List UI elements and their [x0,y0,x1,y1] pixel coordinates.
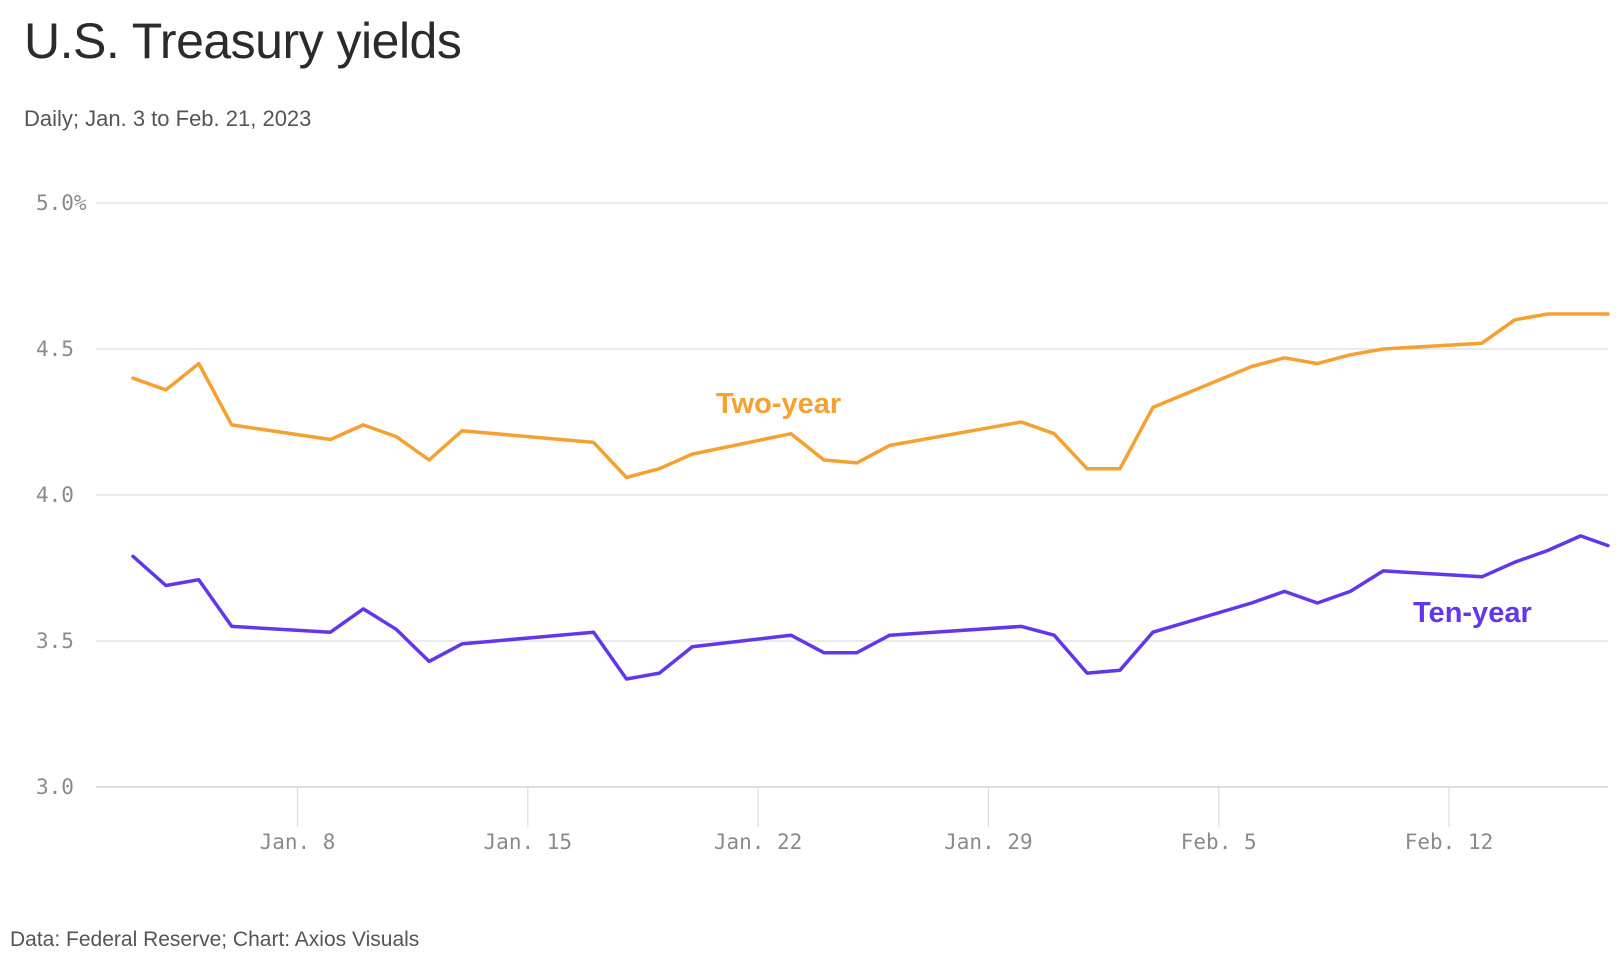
x-tick-label: Jan. 8 [260,830,336,854]
series-line-two-year [131,312,1610,480]
y-tick-label: 4.0 [36,483,74,507]
x-tick-label: Jan. 15 [484,830,573,854]
x-tick-label: Jan. 29 [944,830,1033,854]
series-labels: Two-year Ten-year [716,388,1532,629]
y-tick-label: 3.0 [36,775,74,799]
series-line-ten-year [131,534,1610,681]
y-tick-label: 5.0% [36,191,87,215]
y-tick-label: 3.5 [36,629,74,653]
series-lines [131,312,1610,681]
chart-subtitle: Daily; Jan. 3 to Feb. 21, 2023 [24,106,312,131]
series-label-two-year: Two-year [716,388,841,420]
grid-lines [96,202,1608,788]
x-axis-ticks: Jan. 8 Jan. 15 Jan. 22 Jan. 29 Feb. 5 Feb. 12 [260,787,1494,854]
x-tick-label: Jan. 22 [714,830,803,854]
x-tick-label: Feb. 5 [1181,830,1257,854]
x-tick-label: Feb. 12 [1405,830,1494,854]
chart-title: U.S. Treasury yields [24,13,462,69]
series-label-ten-year: Ten-year [1413,597,1532,629]
y-axis-ticks: 5.0% 4.5 4.0 3.5 3.0 [36,191,87,799]
y-tick-label: 4.5 [36,337,74,361]
source-credit: Data: Federal Reserve; Chart: Axios Visu… [10,928,420,951]
